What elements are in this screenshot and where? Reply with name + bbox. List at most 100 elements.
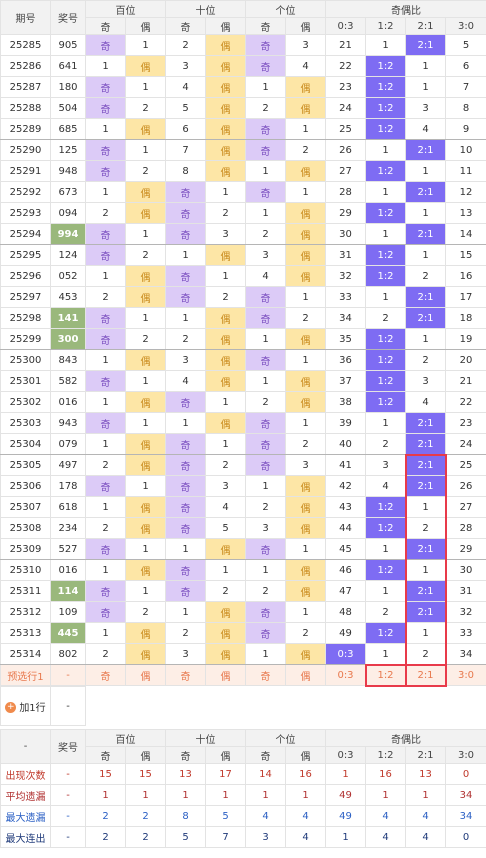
cell: 12 [445,181,486,203]
cell: 29 [325,202,366,224]
cell: 奇 [245,55,286,77]
header-row: 期号 奖号 百位 十位 个位 奇偶比 [0,0,486,35]
data-row: 25303 943 奇 1 1 偶奇 1 39 1 2:1 23 [0,412,486,434]
cell: 25306 [0,475,51,497]
data-row: 25287 180 奇 1 4 偶 1 偶 23 1:2 1 7 [0,76,486,98]
cell: 2:1 [405,433,446,455]
cell: 6 [445,55,486,77]
preselect-cell: 2:1 [405,664,446,686]
cell: 偶 [285,202,326,224]
cell: 25297 [0,286,51,308]
cell: 奇 [85,223,126,245]
cell: 24 [445,433,486,455]
header-row: - 奖号 百位 十位 个位 奇偶比 [0,729,486,764]
preselect-cell: 3:0 [445,664,486,686]
cell: 41 [325,454,366,476]
stats-cell: 15 [125,763,166,785]
cell: 3 [245,244,286,266]
cell: 32 [445,601,486,623]
cell: 178 [50,475,86,497]
stats-cell: 34 [445,784,486,806]
cell: 偶 [125,349,166,371]
stats-cell: 17 [205,763,246,785]
cell: 2 [125,97,166,119]
cell: 4 [405,391,446,413]
cell: 1 [85,433,126,455]
cell: 4 [405,118,446,140]
cell: 24 [325,97,366,119]
header-cell: 十位 [165,0,246,18]
cell: 偶 [205,370,246,392]
preselect-cell: 预选行1 [0,664,51,686]
cell: 奇 [165,286,206,308]
sub-header-cell: 3:0 [445,746,486,764]
cell: 偶 [285,160,326,182]
cell: 25311 [0,580,51,602]
cell: 234 [50,517,86,539]
cell: 6 [165,118,206,140]
data-row: 25300 843 1 偶 3 偶奇 1 36 1:2 2 20 [0,349,486,371]
add-row-button[interactable]: + 加1行 [0,686,51,726]
cell: 偶 [285,475,326,497]
stats-row: 平均遗漏 -1 1 1 1 1 1 49 1 1 34 [0,784,486,806]
stats-cell: 出现次数 [0,763,51,785]
cell: 4 [165,76,206,98]
cell: 偶 [285,580,326,602]
cell: 偶 [125,55,166,77]
cell: 奇 [165,517,206,539]
data-row: 25301 582 奇 1 4 偶 1 偶 37 1:2 3 21 [0,370,486,392]
stats-cell: 1 [125,784,166,806]
cell: 25296 [0,265,51,287]
stats-cell: 13 [165,763,206,785]
cell: 843 [50,349,86,371]
cell: 2 [245,580,286,602]
cell: 19 [445,328,486,350]
cell: 2:1 [405,538,446,560]
cell: 1 [245,370,286,392]
cell: 16 [445,265,486,287]
preselect-cell: 奇 [165,664,206,686]
sub-header-cell: 1:2 [365,746,406,764]
data-row: 25299 300 奇 2 2 偶 1 偶 35 1:2 1 19 [0,328,486,350]
stats-cell: 15 [85,763,126,785]
cell: 1 [85,265,126,287]
stats-cell: 8 [165,805,206,827]
stats-cell: 1 [325,763,366,785]
sub-header-cell: 2:1 [405,746,446,764]
cell: 偶 [205,412,246,434]
data-row: 25285 905 奇 1 2 偶奇 3 21 1 2:1 5 [0,34,486,56]
cell: 奇 [245,454,286,476]
cell: 1:2 [365,349,406,371]
stats-cell: 4 [365,826,406,848]
cell: 1 [365,643,406,665]
trend-table: 期号 奖号 百位 十位 个位 奇偶比奇偶奇偶奇偶 0:3 1:2 2:1 3:0 25285 905 奇… [0,0,486,686]
cell: 8 [445,97,486,119]
cell: 1:2 [365,55,406,77]
cell: 37 [325,370,366,392]
cell: 偶 [125,496,166,518]
cell: 2 [125,328,166,350]
cell: 1 [365,139,406,161]
cell: 奇 [245,412,286,434]
stats-cell: 1 [285,784,326,806]
cell: 25313 [0,622,51,644]
header-cell: 个位 [245,0,326,18]
stats-cell: 平均遗漏 [0,784,51,806]
sub-header-cell: 0:3 [325,746,366,764]
cell: 109 [50,601,86,623]
cell: 偶 [125,454,166,476]
cell: 1 [125,139,166,161]
cell: 1 [85,391,126,413]
cell: 奇 [85,307,126,329]
sub-header-cell: 2:1 [405,17,446,35]
header-cell: 个位 [245,729,326,747]
cell: 2 [285,622,326,644]
cell: 25298 [0,307,51,329]
cell: 2:1 [405,307,446,329]
cell: 奇 [85,244,126,266]
cell: 4 [205,496,246,518]
cell: 1 [365,538,406,560]
cell: 1 [205,391,246,413]
cell: 2 [125,160,166,182]
cell: 1 [405,76,446,98]
